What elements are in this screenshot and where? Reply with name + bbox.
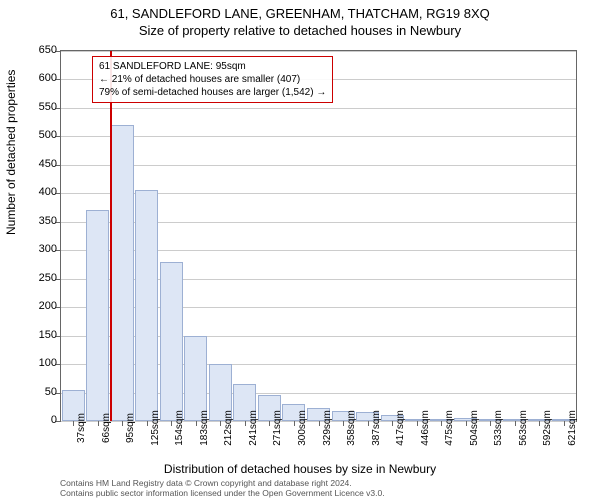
bar	[184, 336, 207, 421]
xtick-label: 533sqm	[493, 410, 504, 446]
xtick-label: 417sqm	[395, 410, 406, 446]
xtick-mark	[319, 421, 320, 426]
xtick-mark	[220, 421, 221, 426]
xtick-mark	[73, 421, 74, 426]
xtick-label: 475sqm	[444, 410, 455, 446]
ytick-label: 650	[17, 44, 57, 56]
xtick-mark	[441, 421, 442, 426]
xtick-label: 621sqm	[567, 410, 578, 446]
bar	[160, 262, 183, 421]
marker-line	[110, 51, 112, 421]
gridline	[61, 108, 576, 109]
xtick-mark	[122, 421, 123, 426]
xtick-label: 592sqm	[542, 410, 553, 446]
xtick-label: 66sqm	[101, 413, 112, 443]
callout-line2: ← 21% of detached houses are smaller (40…	[99, 73, 326, 86]
bar	[86, 210, 109, 421]
ytick-label: 50	[17, 386, 57, 398]
ytick-label: 100	[17, 357, 57, 369]
xtick-mark	[539, 421, 540, 426]
xtick-label: 212sqm	[223, 410, 234, 446]
ytick-label: 500	[17, 129, 57, 141]
xtick-label: 300sqm	[297, 410, 308, 446]
xtick-mark	[245, 421, 246, 426]
plot-area	[60, 50, 577, 422]
callout-line1: 61 SANDLEFORD LANE: 95sqm	[99, 60, 326, 73]
xtick-mark	[515, 421, 516, 426]
xtick-mark	[490, 421, 491, 426]
ytick-label: 450	[17, 158, 57, 170]
footer-line2: Contains public sector information licen…	[60, 488, 575, 498]
title-line1: 61, SANDLEFORD LANE, GREENHAM, THATCHAM,…	[0, 6, 600, 21]
ytick-label: 600	[17, 72, 57, 84]
xtick-label: 329sqm	[322, 410, 333, 446]
xtick-mark	[392, 421, 393, 426]
y-axis-label: Number of detached properties	[4, 70, 18, 235]
xtick-label: 446sqm	[420, 410, 431, 446]
xtick-label: 563sqm	[518, 410, 529, 446]
xtick-mark	[147, 421, 148, 426]
xtick-mark	[294, 421, 295, 426]
xtick-label: 387sqm	[371, 410, 382, 446]
callout-line3: 79% of semi-detached houses are larger (…	[99, 86, 326, 99]
xtick-mark	[417, 421, 418, 426]
xtick-label: 358sqm	[346, 410, 357, 446]
xtick-label: 125sqm	[150, 410, 161, 446]
ytick-label: 150	[17, 329, 57, 341]
xtick-label: 183sqm	[199, 410, 210, 446]
callout-box: 61 SANDLEFORD LANE: 95sqm ← 21% of detac…	[92, 56, 333, 103]
title-line2: Size of property relative to detached ho…	[0, 23, 600, 38]
ytick-label: 400	[17, 186, 57, 198]
footer-line1: Contains HM Land Registry data © Crown c…	[60, 478, 575, 488]
ytick-label: 350	[17, 215, 57, 227]
xtick-mark	[98, 421, 99, 426]
ytick-label: 250	[17, 272, 57, 284]
xtick-mark	[269, 421, 270, 426]
xtick-label: 37sqm	[76, 413, 87, 443]
xtick-mark	[564, 421, 565, 426]
ytick-label: 0	[17, 414, 57, 426]
xtick-label: 504sqm	[469, 410, 480, 446]
xtick-mark	[343, 421, 344, 426]
xtick-mark	[196, 421, 197, 426]
xtick-label: 271sqm	[272, 410, 283, 446]
gridline	[61, 136, 576, 137]
x-axis-label: Distribution of detached houses by size …	[0, 462, 600, 476]
ytick-label: 200	[17, 300, 57, 312]
gridline	[61, 51, 576, 52]
gridline	[61, 165, 576, 166]
xtick-label: 154sqm	[174, 410, 185, 446]
xtick-mark	[171, 421, 172, 426]
footer: Contains HM Land Registry data © Crown c…	[60, 478, 575, 498]
xtick-mark	[368, 421, 369, 426]
ytick-label: 550	[17, 101, 57, 113]
xtick-label: 241sqm	[248, 410, 259, 446]
ytick-label: 300	[17, 243, 57, 255]
xtick-label: 95sqm	[125, 413, 136, 443]
xtick-mark	[466, 421, 467, 426]
bar	[135, 190, 158, 421]
bar	[111, 125, 134, 421]
